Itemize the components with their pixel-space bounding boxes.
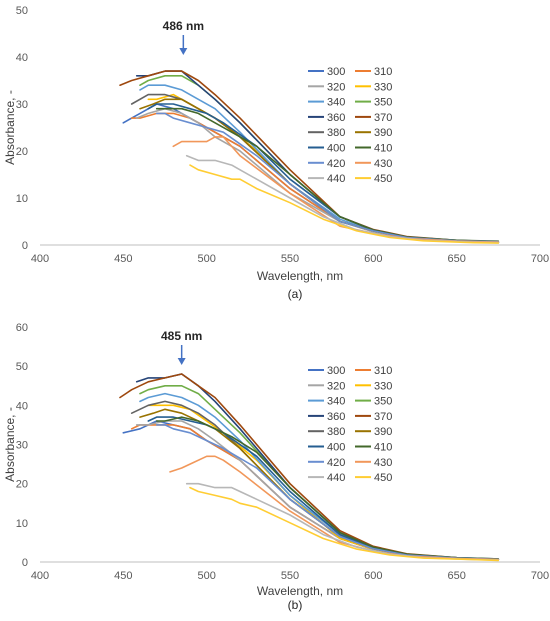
x-tick-label: 700 xyxy=(531,253,549,265)
legend-label: 380 xyxy=(327,426,345,438)
x-tick-label: 400 xyxy=(31,570,49,582)
peak-annotation-label: 485 nm xyxy=(161,329,202,343)
series-line-420 xyxy=(155,112,500,243)
panel-caption: (b) xyxy=(288,598,303,612)
y-axis-title: Absorbance, - xyxy=(3,407,17,482)
legend-label: 440 xyxy=(327,173,345,185)
legend-label: 400 xyxy=(327,442,345,454)
legend-label: 410 xyxy=(374,442,392,454)
chart-panel-b: 400 450 500 550 600 650 700 0 10 20 30 40 50 60 Wavele… xyxy=(3,322,549,612)
legend-label: 310 xyxy=(374,365,392,377)
y-tick-label: 10 xyxy=(16,518,28,530)
y-tick-label: 30 xyxy=(16,99,28,111)
legend-label: 400 xyxy=(327,143,345,155)
y-axis-title: Absorbance, - xyxy=(3,90,17,165)
legend-label: 390 xyxy=(374,127,392,139)
x-tick-label: 400 xyxy=(31,253,49,265)
series-line-450 xyxy=(189,486,500,562)
series-line-420 xyxy=(155,424,500,561)
legend-label: 450 xyxy=(374,472,392,484)
legend-label: 350 xyxy=(374,97,392,109)
x-tick-label: 700 xyxy=(531,570,549,582)
legend-label: 340 xyxy=(327,97,345,109)
legend-label: 420 xyxy=(327,457,345,469)
x-tick-label: 450 xyxy=(114,253,132,265)
legend-label: 330 xyxy=(374,380,392,392)
legend-label: 430 xyxy=(374,158,392,170)
y-tick-label: 50 xyxy=(16,5,28,17)
legend-label: 370 xyxy=(374,411,392,423)
peak-annotation-arrow-head xyxy=(179,48,188,55)
y-tick-label: 20 xyxy=(16,146,28,158)
y-tick-label: 50 xyxy=(16,361,28,373)
x-axis-title: Wavelength, nm xyxy=(257,584,343,598)
y-tick-label: 20 xyxy=(16,479,28,491)
legend-label: 330 xyxy=(374,81,392,93)
x-tick-label: 650 xyxy=(447,570,465,582)
legend-label: 380 xyxy=(327,127,345,139)
legend-label: 310 xyxy=(374,66,392,78)
panel-caption: (a) xyxy=(288,287,303,301)
chart-panel-a: 400 450 500 550 600 650 700 0 10 20 30 40 50 Waveleng… xyxy=(3,5,549,301)
x-tick-label: 650 xyxy=(447,253,465,265)
x-tick-label: 450 xyxy=(114,570,132,582)
series-line-450 xyxy=(189,164,500,244)
legend-label: 320 xyxy=(327,380,345,392)
y-tick-label: 40 xyxy=(16,52,28,64)
x-tick-label: 600 xyxy=(364,570,382,582)
x-axis-title: Wavelength, nm xyxy=(257,269,343,283)
y-tick-label: 0 xyxy=(22,240,28,252)
peak-annotation-label: 486 nm xyxy=(163,19,204,33)
legend-label: 420 xyxy=(327,158,345,170)
legend-label: 410 xyxy=(374,143,392,155)
y-tick-label: 0 xyxy=(22,557,28,569)
legend-label: 440 xyxy=(327,472,345,484)
legend-label: 350 xyxy=(374,396,392,408)
x-tick-label: 550 xyxy=(281,570,299,582)
legend-label: 320 xyxy=(327,81,345,93)
y-tick-label: 60 xyxy=(16,322,28,334)
legend-label: 370 xyxy=(374,112,392,124)
x-tick-label: 500 xyxy=(197,253,215,265)
y-tick-label: 10 xyxy=(16,193,28,205)
legend-label: 300 xyxy=(327,365,345,377)
y-tick-label: 40 xyxy=(16,400,28,412)
legend-label: 360 xyxy=(327,411,345,423)
x-tick-label: 550 xyxy=(281,253,299,265)
legend-label: 390 xyxy=(374,426,392,438)
x-tick-label: 600 xyxy=(364,253,382,265)
legend-label: 450 xyxy=(374,173,392,185)
legend-label: 300 xyxy=(327,66,345,78)
legend-label: 340 xyxy=(327,396,345,408)
legend-label: 360 xyxy=(327,112,345,124)
peak-annotation-arrow-head xyxy=(177,358,186,365)
x-tick-label: 500 xyxy=(197,570,215,582)
legend-label: 430 xyxy=(374,457,392,469)
y-tick-label: 30 xyxy=(16,440,28,452)
